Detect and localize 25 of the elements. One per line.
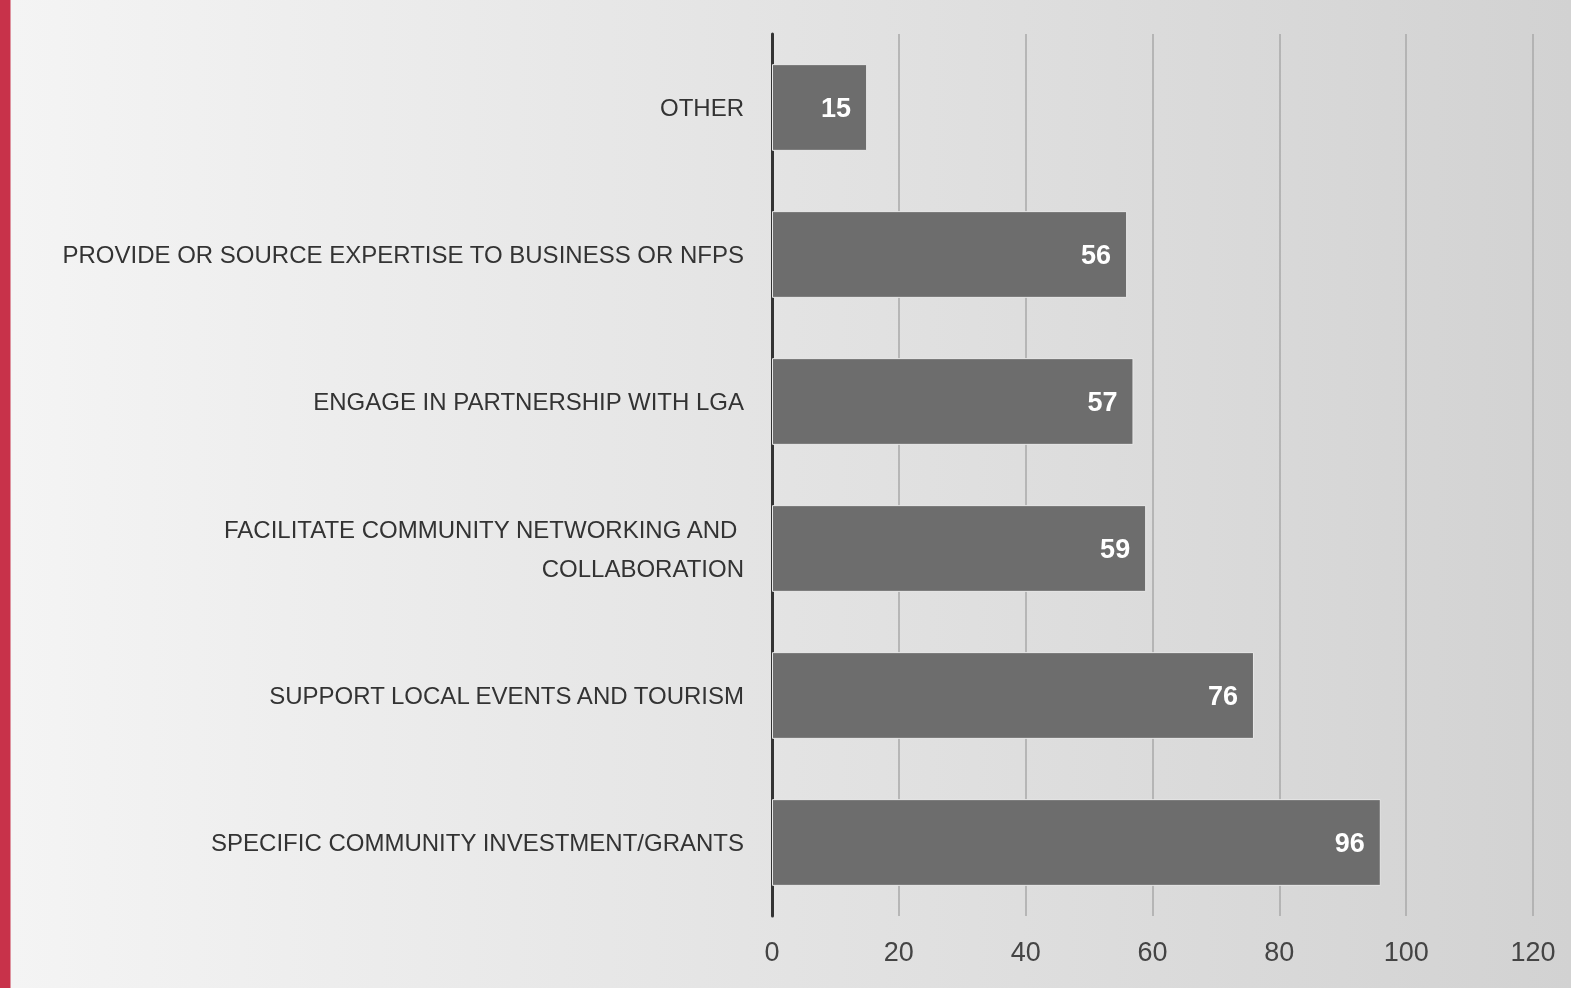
y-tick-label: ENGAGE IN PARTNERSHIP WITH LGA <box>313 388 744 415</box>
data-label: 96 <box>1334 827 1365 858</box>
x-tick-label: 80 <box>1264 936 1295 967</box>
data-label: 56 <box>1081 239 1112 270</box>
y-tick-label: FACILITATE COMMUNITY NETWORKING AND COLLABORATION <box>223 515 744 582</box>
y-tick-label: OTHER <box>660 94 744 121</box>
data-label: 57 <box>1087 386 1118 417</box>
x-tick-label: 40 <box>1010 936 1041 967</box>
data-label: 15 <box>821 92 852 123</box>
bar <box>772 64 868 151</box>
x-tick-label: 100 <box>1383 936 1429 967</box>
data-label: 59 <box>1100 533 1131 564</box>
bar <box>772 652 1254 739</box>
y-tick-label: PROVIDE OR SOURCE EXPERTISE TO BUSINESS OR NFPS <box>62 241 744 268</box>
x-tick-label: 20 <box>883 936 914 967</box>
bar <box>772 358 1134 445</box>
y-tick-label: SPECIFIC COMMUNITY INVESTMENT/GRANTS <box>211 829 744 856</box>
data-label: 76 <box>1207 680 1238 711</box>
bar <box>772 505 1147 592</box>
y-tick-label: SUPPORT LOCAL EVENTS AND TOURISM <box>269 682 744 709</box>
x-tick-label: 60 <box>1137 936 1168 967</box>
x-tick-label: 120 <box>1510 936 1556 967</box>
x-tick-label: 0 <box>764 936 780 967</box>
bar <box>772 211 1128 298</box>
bar <box>772 799 1381 886</box>
